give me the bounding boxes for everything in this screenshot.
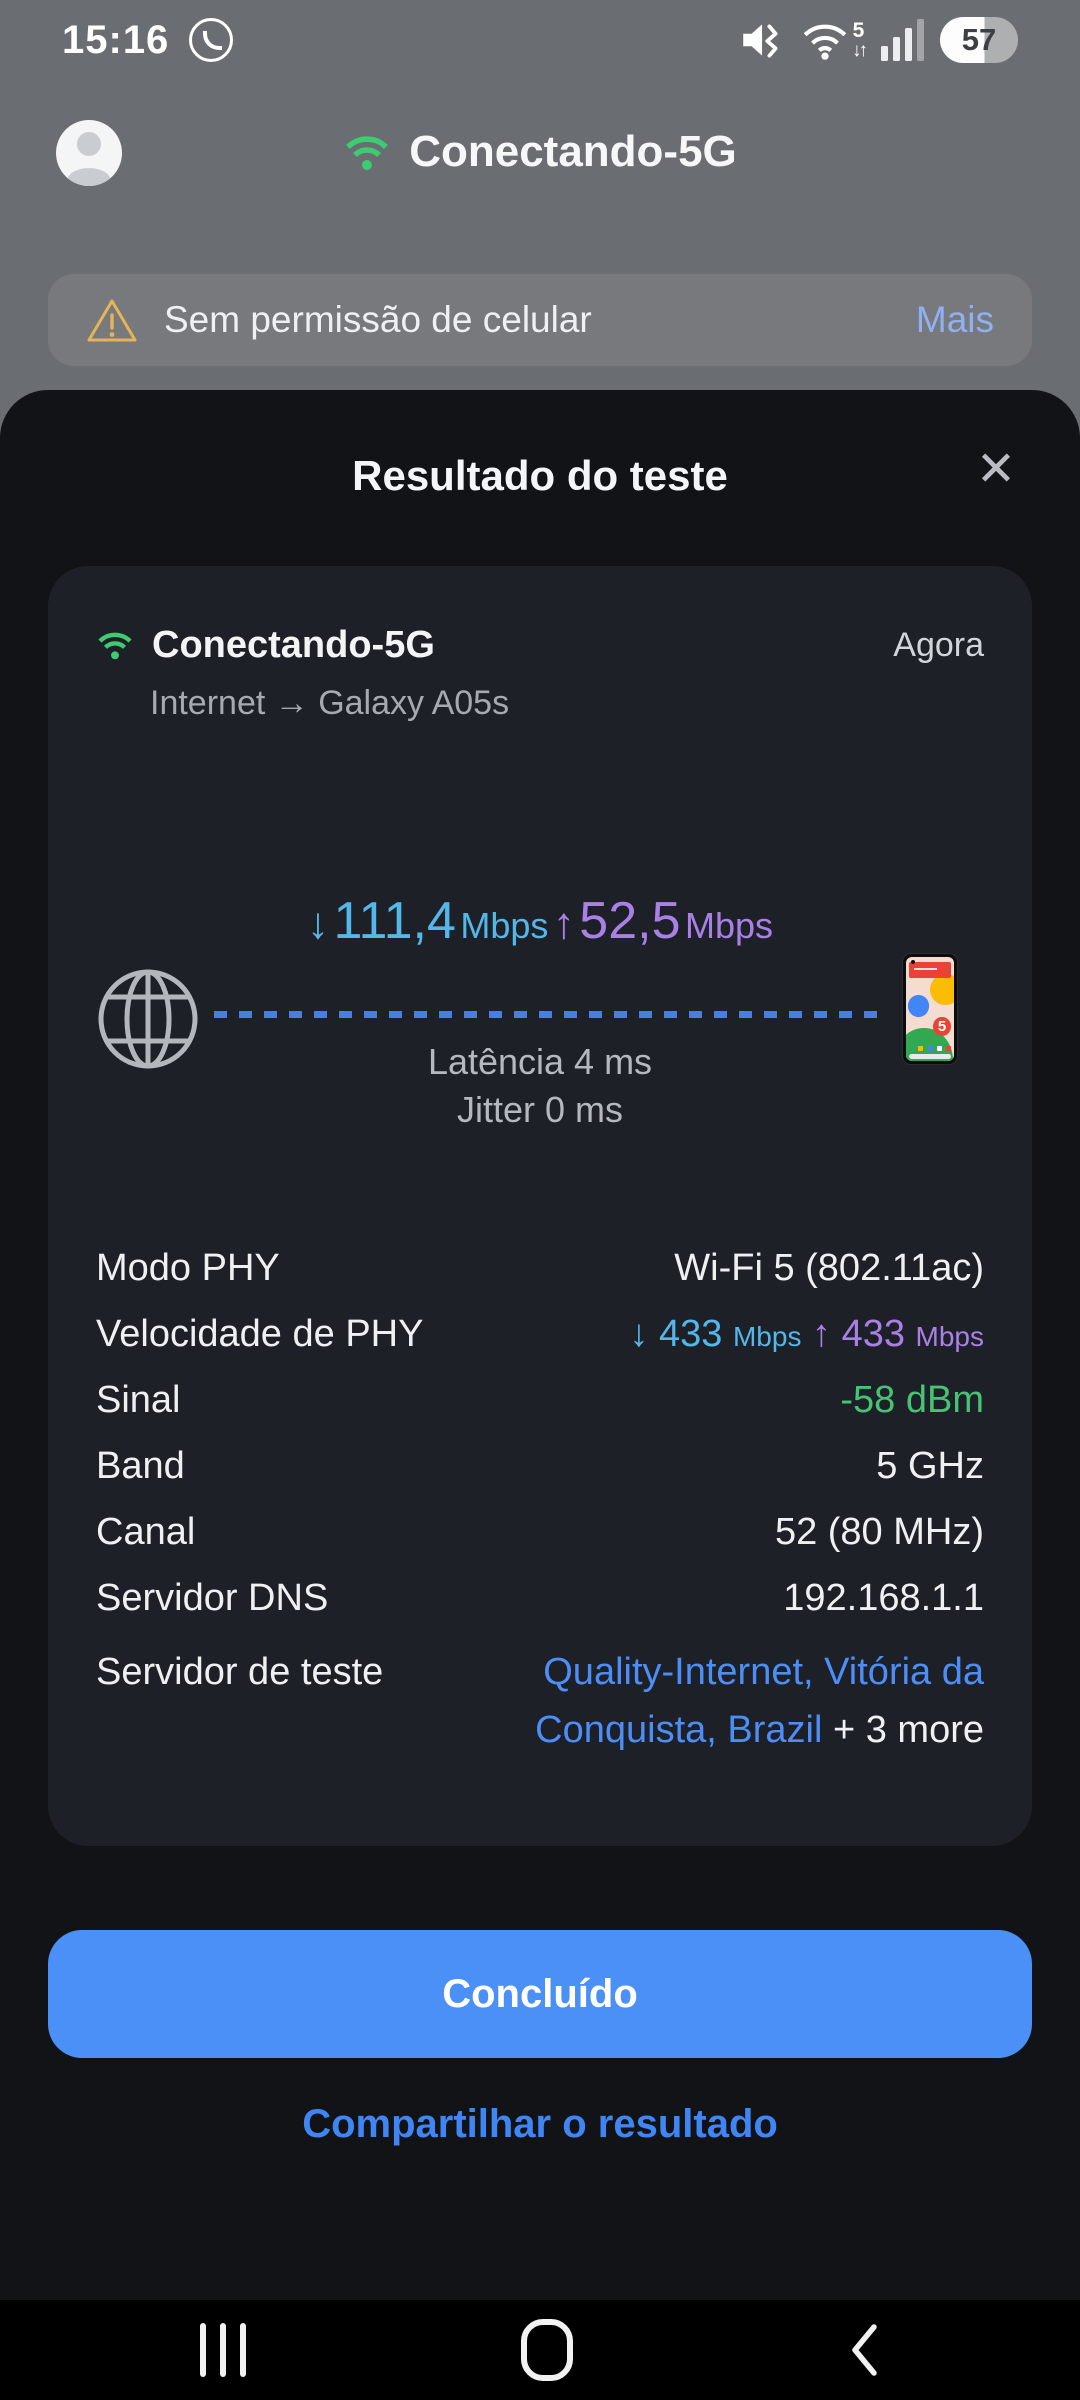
result-timestamp: Agora (893, 625, 984, 664)
app-header: Conectando-5G (0, 108, 1080, 196)
connection-dotted-line (214, 1011, 884, 1018)
detail-row-test-server: Servidor de teste Quality-Internet, Vitó… (96, 1651, 984, 1751)
header-network: Conectando-5G (0, 108, 1080, 196)
back-icon[interactable] (848, 2322, 880, 2378)
clock: 15:16 (62, 17, 170, 62)
recents-icon[interactable] (200, 2323, 246, 2377)
test-server-extra: + 3 more (822, 1709, 984, 1751)
upload-unit: Mbps (684, 905, 773, 946)
wifi-icon (98, 632, 132, 660)
latency-value: Latência 4 ms (427, 1041, 653, 1082)
test-server-link[interactable]: Quality-Internet, Vitória da Conquista, … (535, 1651, 984, 1751)
upload-speed: 52,5 (579, 892, 681, 950)
close-icon[interactable]: ✕ (975, 443, 1017, 496)
result-card: Conectando-5G Agora Internet → Galaxy A0… (48, 566, 1032, 1846)
wifi-status-icon: 5 ↓↑ (800, 19, 868, 61)
header-network-name: Conectando-5G (409, 127, 737, 176)
status-bar: 15:16 5 ↓↑ 57 (0, 0, 1080, 80)
cellular-permission-banner[interactable]: Sem permissão de celular Mais (48, 274, 1032, 366)
status-icons: 5 ↓↑ 57 (738, 17, 1018, 63)
phy-down-arrow-icon: ↓ (629, 1313, 649, 1355)
wifi-generation-label: 5 (852, 19, 865, 42)
sheet-title: Resultado do teste (352, 452, 728, 499)
result-sheet: Resultado do teste ✕ Conectando-5G Agora… (0, 390, 1080, 2300)
device-phone-image: 5 (902, 953, 958, 1065)
android-nav-bar (0, 2300, 1080, 2400)
test-route: Internet → Galaxy A05s (150, 684, 510, 722)
mute-vibrate-icon (743, 24, 778, 58)
done-button[interactable]: Concluído (48, 1930, 1032, 2058)
whatsapp-notification-icon (189, 18, 234, 62)
jitter-value: Jitter 0 ms (456, 1089, 624, 1130)
detail-row-band: Band 5 GHz (96, 1445, 984, 1487)
avatar[interactable] (56, 120, 122, 186)
upload-arrow-icon: ↑ (552, 899, 575, 948)
detail-row-phy-mode: Modo PHY Wi-Fi 5 (802.11ac) (96, 1247, 984, 1289)
card-network-name: Conectando-5G (152, 623, 435, 666)
phy-up-arrow-icon: ↑ (812, 1313, 831, 1355)
detail-row-phy-speed: Velocidade de PHY ↓ 433 Mbps ↑ 433 Mbps (96, 1313, 984, 1355)
cell-signal-icon (881, 19, 924, 61)
pixel-5-badge: 5 (933, 1017, 951, 1037)
phy-down-unit: Mbps (732, 1321, 802, 1352)
phy-down-value: 433 (659, 1313, 723, 1355)
speed-visual: ↓ 111,4 Mbps ↑ 52,5 Mbps (96, 723, 984, 1143)
banner-text: Sem permissão de celular (164, 299, 592, 340)
home-icon[interactable] (521, 2319, 573, 2381)
battery-indicator: 57 (940, 17, 1018, 63)
detail-row-dns: Servidor DNS 192.168.1.1 (96, 1577, 984, 1619)
phy-up-value: 433 (841, 1313, 905, 1355)
download-speed: 111,4 (333, 892, 456, 950)
banner-more-button[interactable]: Mais (915, 299, 994, 340)
share-result-link[interactable]: Compartilhar o resultado (302, 2102, 778, 2146)
download-arrow-icon: ↓ (307, 899, 330, 948)
detail-row-channel: Canal 52 (80 MHz) (96, 1511, 984, 1553)
details-table: Modo PHY Wi-Fi 5 (802.11ac) Velocidade d… (96, 1247, 984, 1759)
internet-globe-icon (98, 969, 198, 1069)
wifi-activity-arrows: ↓↑ (852, 40, 868, 61)
warning-icon (87, 299, 137, 342)
download-unit: Mbps (460, 905, 549, 946)
speed-results: ↓ 111,4 Mbps ↑ 52,5 Mbps (96, 891, 984, 951)
phy-up-unit: Mbps (915, 1321, 984, 1352)
wifi-icon (346, 136, 389, 170)
detail-row-signal: Sinal -58 dBm (96, 1379, 984, 1421)
